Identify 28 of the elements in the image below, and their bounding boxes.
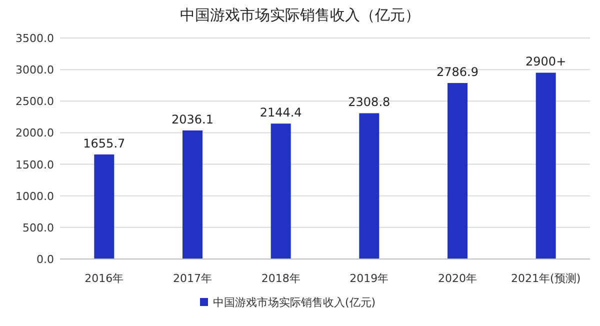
y-tick-label: 2000.0 <box>16 126 54 140</box>
x-tick-label: 2018年 <box>261 272 300 285</box>
y-tick-label: 0.0 <box>36 253 54 266</box>
legend-label: 中国游戏市场实际销售收入(亿元) <box>213 296 376 309</box>
bar <box>270 124 291 259</box>
bar <box>359 113 380 259</box>
data-label: 2308.8 <box>348 95 390 110</box>
bar <box>536 72 556 259</box>
data-label: 2900+ <box>526 54 566 69</box>
bar <box>448 83 468 259</box>
y-tick-label: 1500.0 <box>16 158 54 172</box>
y-tick-label: 3000.0 <box>16 64 54 77</box>
x-tick-label: 2016年 <box>84 272 124 285</box>
data-label: 1655.7 <box>83 136 126 150</box>
x-tick-label: 2021年(预测) <box>511 272 581 285</box>
y-tick-label: 1000.0 <box>16 190 54 203</box>
data-label: 2036.1 <box>172 112 214 126</box>
x-tick-label: 2019年 <box>350 272 389 285</box>
y-tick-label: 3500.0 <box>16 32 54 45</box>
x-tick-label: 2020年 <box>438 272 477 285</box>
y-tick-label: 2500.0 <box>16 95 54 108</box>
bar <box>182 130 202 259</box>
data-label: 2144.4 <box>260 106 302 120</box>
bar <box>94 154 114 259</box>
chart-title: 中国游戏市场实际销售收入（亿元） <box>180 6 420 24</box>
y-tick-label: 500.0 <box>22 221 54 234</box>
data-label: 2786.9 <box>436 65 478 80</box>
x-tick-label: 2017年 <box>173 272 212 285</box>
